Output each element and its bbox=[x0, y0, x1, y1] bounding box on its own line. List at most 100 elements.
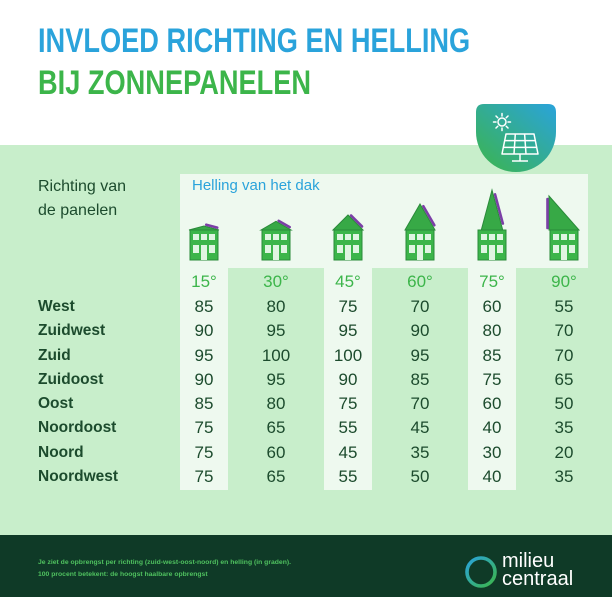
yield-value-cell: 50 bbox=[554, 394, 574, 413]
yield-value-cell: 85 bbox=[410, 369, 430, 389]
direction-label: Noordwest bbox=[38, 467, 119, 485]
yield-value-cell: 45 bbox=[410, 418, 430, 438]
yield-value-cell: 70 bbox=[410, 394, 430, 413]
slope-angle-label: 60° bbox=[407, 272, 433, 291]
direction-label: Noordoost bbox=[38, 419, 117, 437]
yield-value-cell: 100 bbox=[261, 345, 291, 365]
direction-label: Noord bbox=[38, 443, 84, 461]
house-icon bbox=[546, 194, 581, 261]
yield-value-cell: 70 bbox=[554, 345, 574, 365]
yield-value-cell: 60 bbox=[482, 297, 502, 316]
yield-value-cell: 95 bbox=[410, 345, 430, 365]
house-icons-row bbox=[0, 180, 612, 264]
yield-value-cell: 55 bbox=[338, 418, 358, 438]
yield-value-cell: 75 bbox=[338, 394, 358, 413]
house-icon bbox=[188, 223, 220, 261]
direction-label: Zuid bbox=[38, 346, 71, 364]
yield-value-cell: 60 bbox=[266, 442, 286, 462]
yield-value-cell: 60 bbox=[482, 394, 502, 413]
yield-value-cell: 100 bbox=[333, 345, 363, 365]
yield-value-cell: 75 bbox=[482, 369, 502, 389]
solar-panel-line bbox=[204, 223, 219, 229]
yield-value-cell: 20 bbox=[554, 442, 574, 462]
yield-value-cell: 35 bbox=[554, 418, 574, 438]
slope-header-box bbox=[180, 174, 588, 268]
table-row: Noordoost 75 65 55 45 40 35 bbox=[0, 416, 612, 440]
row-header: Richting van de panelen bbox=[38, 175, 126, 223]
table-row: Oost 85 80 75 70 60 50 bbox=[0, 392, 612, 416]
house-roof bbox=[548, 194, 581, 231]
yield-value-cell: 80 bbox=[266, 297, 286, 316]
sun-icon bbox=[492, 112, 512, 132]
yield-value-cell: 65 bbox=[266, 466, 286, 486]
yield-value-cell: 95 bbox=[338, 321, 358, 341]
column-highlight-strip bbox=[180, 268, 228, 490]
direction-label: Oost bbox=[38, 395, 74, 412]
yield-value-cell: 90 bbox=[194, 369, 214, 389]
yield-value-cell: 70 bbox=[554, 321, 574, 341]
slope-angle-label: 30° bbox=[263, 272, 289, 291]
footer: Je ziet de opbrengst per richting (zuid-… bbox=[0, 535, 612, 597]
solar-panel-line bbox=[493, 193, 505, 225]
house-windows bbox=[409, 234, 431, 260]
slope-angle-labels: 15° 30° 45° 60° 75° 90° bbox=[0, 270, 612, 294]
column-highlight-strip bbox=[324, 268, 372, 490]
direction-label: Zuidwest bbox=[38, 322, 106, 340]
yield-value-cell: 35 bbox=[410, 442, 430, 462]
yield-value-cell: 80 bbox=[266, 394, 286, 413]
yield-value-cell: 55 bbox=[554, 297, 574, 316]
yield-value-cell: 85 bbox=[194, 394, 214, 413]
yield-value-cell: 65 bbox=[554, 369, 574, 389]
direction-label: Zuidoost bbox=[38, 370, 104, 388]
solar-panel-line bbox=[277, 219, 291, 229]
table-row: Zuid 95 100 100 95 85 70 bbox=[0, 344, 612, 368]
slope-angle-label: 45° bbox=[335, 272, 361, 291]
column-header: Helling van het dak bbox=[192, 177, 320, 194]
row-header-line-1: Richting van bbox=[38, 178, 127, 195]
house-windows bbox=[337, 234, 359, 260]
house-windows bbox=[553, 234, 575, 260]
yield-value-cell: 95 bbox=[266, 321, 286, 341]
yield-value-cell: 90 bbox=[194, 321, 214, 341]
yield-value-cell: 40 bbox=[482, 418, 502, 438]
yield-value-cell: 75 bbox=[194, 442, 214, 462]
ring-logo-icon bbox=[465, 556, 497, 588]
row-header-line-2: de panelen bbox=[38, 202, 118, 219]
solar-panel-line bbox=[422, 204, 436, 227]
yield-value-cell: 55 bbox=[338, 466, 358, 486]
yield-value-cell: 85 bbox=[482, 345, 502, 365]
table-row: Noord 75 60 45 35 30 20 bbox=[0, 441, 612, 465]
yield-value-cell: 75 bbox=[338, 297, 358, 316]
yield-value-cell: 90 bbox=[338, 369, 358, 389]
yield-value-cell: 85 bbox=[194, 297, 214, 316]
yield-value-cell: 90 bbox=[410, 321, 430, 341]
title-line-2: BIJ ZONNEPANELEN bbox=[38, 64, 312, 102]
house-windows bbox=[481, 234, 503, 260]
direction-label: West bbox=[38, 298, 75, 315]
house-windows bbox=[193, 234, 215, 260]
column-highlight-strip bbox=[468, 268, 516, 490]
logo-text-line-2: centraal bbox=[502, 568, 574, 590]
logo-text-line-1: milieu bbox=[502, 550, 555, 572]
slope-angle-label: 15° bbox=[191, 272, 217, 291]
slope-angle-label: 90° bbox=[551, 272, 577, 291]
table-row: Zuidwest 90 95 95 90 80 70 bbox=[0, 319, 612, 343]
footer-note-1: Je ziet de opbrengst per richting (zuid-… bbox=[38, 559, 291, 566]
yield-value-cell: 45 bbox=[338, 442, 358, 462]
solar-panel-line bbox=[349, 214, 364, 228]
yield-value-cell: 75 bbox=[194, 466, 214, 486]
yield-value-cell: 35 bbox=[554, 466, 574, 486]
house-icon bbox=[331, 214, 365, 261]
yield-value-cell: 50 bbox=[410, 466, 430, 486]
yield-table: West 85 80 75 70 60 55 Zuidwest 90 95 95 90 80 70 Zuid… bbox=[0, 295, 612, 489]
footer-note-2: 100 procent betekent: de hoogst haalbare… bbox=[38, 571, 208, 578]
yield-value-cell: 95 bbox=[266, 369, 286, 389]
house-windows bbox=[265, 234, 287, 260]
yield-value-cell: 75 bbox=[194, 418, 214, 438]
title-line-1: INVLOED RICHTING EN HELLING bbox=[38, 22, 471, 60]
house-icon bbox=[477, 188, 507, 261]
yield-value-cell: 30 bbox=[482, 442, 502, 462]
table-row: Noordwest 75 65 55 50 40 35 bbox=[0, 465, 612, 489]
yield-value-cell: 70 bbox=[410, 297, 430, 316]
yield-value-cell: 65 bbox=[266, 418, 286, 438]
